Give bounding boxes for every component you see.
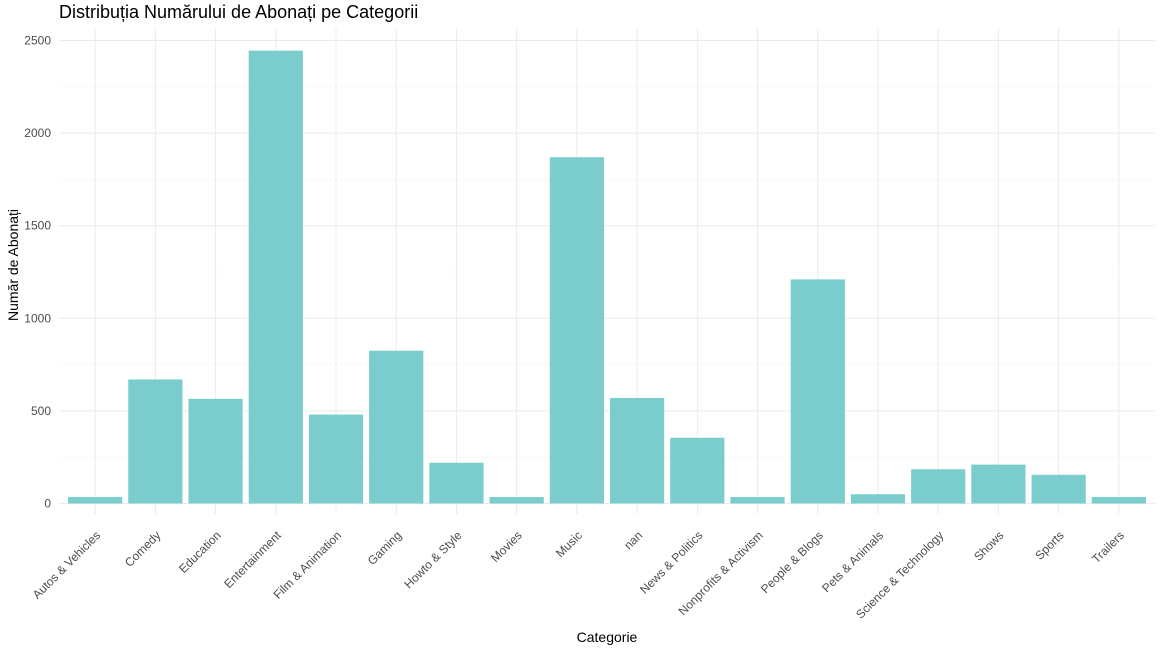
chart-title: Distribuția Numărului de Abonați pe Cate… — [59, 2, 418, 22]
bar — [911, 469, 966, 504]
y-tick-label: 1500 — [24, 219, 51, 233]
bar — [790, 279, 845, 504]
x-tick-label: Movies — [488, 528, 525, 565]
bar — [549, 157, 604, 504]
x-tick-label: Education — [176, 528, 224, 576]
x-tick-label: Autos & Vehicles — [30, 528, 104, 602]
bar — [188, 398, 243, 504]
bar — [971, 464, 1026, 504]
x-tick-label: Comedy — [122, 528, 163, 569]
x-tick-label: Entertainment — [221, 528, 284, 591]
y-tick-label: 2000 — [24, 126, 51, 140]
y-tick-label: 0 — [44, 497, 51, 511]
x-tick-label: Howto & Style — [401, 528, 464, 591]
x-tick-label: nan — [621, 528, 645, 552]
x-axis-ticks: Autos & Vehicles Comedy EducationEntertain… — [30, 528, 1127, 622]
bar — [730, 497, 785, 504]
x-axis-title: Categorie — [577, 629, 638, 645]
x-tick-label: News & Politics — [637, 528, 705, 596]
bar — [670, 437, 725, 504]
bar — [429, 462, 484, 504]
bar — [369, 350, 424, 504]
x-tick-label: Music — [553, 528, 585, 560]
y-tick-label: 500 — [31, 404, 51, 418]
bars — [68, 50, 1146, 504]
x-tick-label: Gaming — [365, 528, 405, 568]
bar — [308, 414, 364, 504]
y-tick-label: 1000 — [24, 311, 51, 325]
x-tick-label: People & Blogs — [758, 528, 826, 596]
x-tick-label: Shows — [971, 528, 1006, 563]
bar — [128, 379, 183, 504]
bar — [489, 497, 544, 504]
bar — [68, 497, 123, 504]
y-axis-ticks: 0 500 1000 1500 2000 2500 — [24, 34, 51, 511]
bar — [850, 494, 906, 504]
x-tick-label: Trailers — [1089, 528, 1127, 566]
bar — [1091, 497, 1146, 504]
bar — [1031, 474, 1086, 504]
bar — [610, 397, 665, 504]
y-tick-label: 2500 — [24, 34, 51, 48]
bar — [248, 50, 303, 504]
x-tick-label: Pets & Animals — [819, 528, 886, 595]
y-axis-title: Număr de Abonați — [5, 209, 21, 321]
x-tick-label: Sports — [1032, 528, 1066, 562]
